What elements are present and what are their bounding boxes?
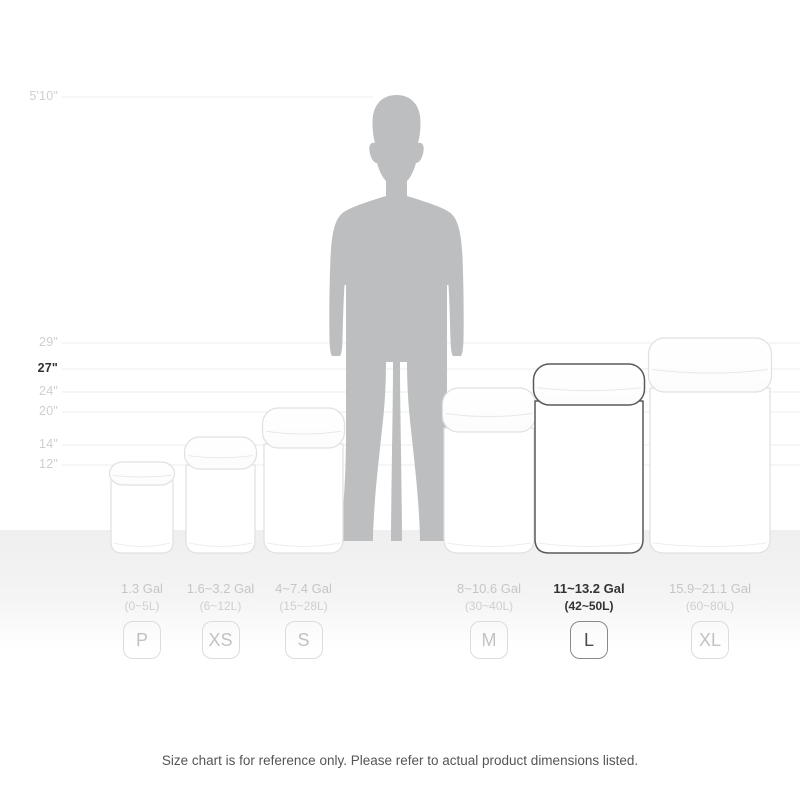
bin-base-curve: [446, 542, 532, 547]
bin-lid-seam: [536, 387, 642, 392]
bin-body: [649, 387, 771, 554]
bin-body: [263, 443, 344, 554]
bin-base-curve: [537, 542, 641, 547]
axis-label-12: 12": [39, 457, 58, 471]
bin-lid-seam: [651, 368, 769, 374]
bin-lid-seam: [445, 413, 533, 418]
axis-label-14: 14": [39, 437, 58, 451]
bin-lid: [647, 337, 773, 393]
bin-lid: [441, 387, 537, 433]
bin-capacity-liters: (15~28L): [279, 598, 328, 613]
size-badge-s[interactable]: S: [284, 621, 323, 659]
bin-base-curve: [113, 542, 171, 547]
bin-caption-xs: 1.6~3.2 Gal (6~12L): [131, 580, 311, 614]
axis-label-29: 29": [39, 335, 58, 349]
bin-capacity-gallons: 8~10.6 Gal: [457, 581, 521, 596]
bin-capacity-gallons: 11~13.2 Gal: [553, 581, 625, 596]
bin-body: [443, 427, 535, 554]
bin-body: [185, 464, 256, 554]
bin-lid-seam: [112, 474, 172, 478]
bin-group: [108, 337, 773, 554]
bin-capacity-gallons: 1.6~3.2 Gal: [186, 581, 255, 596]
bin-lid: [183, 436, 258, 470]
bin-l[interactable]: [532, 363, 646, 554]
bin-body: [534, 400, 644, 554]
axis-label-27: 27": [37, 361, 58, 375]
bin-base-curve: [266, 542, 341, 547]
bin-xs[interactable]: [183, 436, 258, 554]
bin-lid-seam: [187, 455, 254, 459]
bin-s[interactable]: [261, 407, 346, 554]
bin-caption-m: 8~10.6 Gal (30~40L): [399, 580, 579, 614]
bin-lid: [261, 407, 346, 449]
size-badge-m[interactable]: M: [470, 621, 508, 659]
bin-caption-s: 4~7.4 Gal (15~28L): [214, 580, 394, 614]
adult-silhouette: [329, 95, 464, 541]
bin-capacity-liters: (0~5L): [124, 598, 160, 613]
bin-xl[interactable]: [647, 337, 773, 554]
axis-label-510: 5'10": [29, 89, 58, 103]
bin-capacity-liters: (60~80L): [685, 598, 735, 613]
bin-capacity-liters: (6~12L): [199, 598, 242, 613]
bin-p[interactable]: [108, 461, 176, 554]
size-badge-l[interactable]: L: [570, 621, 608, 659]
bin-capacity-liters: (30~40L): [464, 598, 514, 613]
bin-base-curve: [188, 542, 253, 547]
size-badge-p[interactable]: P: [123, 621, 161, 659]
bin-base-curve: [652, 542, 768, 547]
bin-caption-p: 1.3 Gal (0~5L): [52, 580, 232, 614]
bin-lid-seam: [265, 430, 342, 435]
axis-label-24: 24": [39, 384, 58, 398]
bin-m[interactable]: [441, 387, 537, 554]
bin-capacity-gallons: 4~7.4 Gal: [275, 581, 332, 596]
bin-capacity-gallons: 1.3 Gal: [121, 581, 163, 596]
size-badge-xs[interactable]: XS: [201, 621, 240, 659]
bin-capacity-gallons: 15.9~21.1 Gal: [668, 581, 752, 596]
bin-lid: [532, 363, 646, 406]
bin-body: [110, 480, 174, 554]
bin-capacity-liters: (42~50L): [564, 598, 614, 613]
size-badge-xl[interactable]: XL: [691, 621, 729, 659]
bin-lid: [108, 461, 176, 486]
bin-caption-l: 11~13.2 Gal (42~50L): [499, 580, 679, 614]
footnote-text: Size chart is for reference only. Please…: [161, 753, 639, 768]
axis-label-20: 20": [39, 404, 58, 418]
bin-caption-xl: 15.9~21.1 Gal (60~80L): [620, 580, 800, 614]
